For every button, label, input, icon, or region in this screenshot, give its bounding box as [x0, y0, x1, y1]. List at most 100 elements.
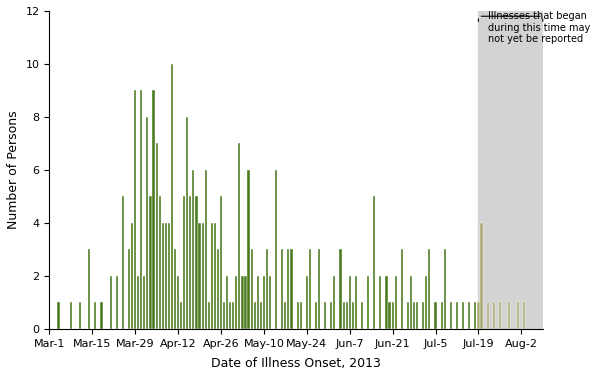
Bar — [128, 250, 130, 329]
Bar — [499, 302, 501, 329]
Bar — [523, 302, 526, 329]
Bar — [401, 250, 403, 329]
Bar — [214, 223, 216, 329]
Bar — [493, 302, 495, 329]
Bar — [116, 276, 118, 329]
Bar — [168, 223, 170, 329]
Bar — [410, 276, 412, 329]
Bar — [263, 276, 265, 329]
Bar — [152, 90, 155, 329]
Bar — [367, 276, 369, 329]
Bar — [177, 276, 179, 329]
Bar — [88, 250, 90, 329]
Bar — [478, 302, 479, 329]
Bar — [478, 11, 543, 329]
Bar — [407, 302, 409, 329]
Bar — [334, 276, 335, 329]
Bar — [434, 302, 437, 329]
Bar — [361, 302, 363, 329]
Bar — [220, 196, 222, 329]
Bar — [487, 302, 488, 329]
Bar — [165, 223, 167, 329]
Bar — [94, 302, 97, 329]
Bar — [100, 302, 103, 329]
Bar — [79, 302, 81, 329]
Bar — [318, 250, 320, 329]
Bar — [343, 302, 344, 329]
Bar — [330, 302, 332, 329]
Bar — [257, 276, 259, 329]
Bar — [146, 117, 148, 329]
Bar — [340, 250, 341, 329]
Bar — [284, 302, 286, 329]
Bar — [70, 302, 72, 329]
Bar — [355, 276, 357, 329]
Bar — [174, 250, 176, 329]
Bar — [349, 276, 351, 329]
Bar — [205, 170, 207, 329]
Bar — [392, 302, 394, 329]
Bar — [183, 196, 185, 329]
Bar — [238, 144, 241, 329]
Bar — [468, 302, 470, 329]
Bar — [395, 276, 397, 329]
Bar — [517, 302, 520, 329]
Bar — [155, 144, 158, 329]
Bar — [217, 250, 219, 329]
Bar — [413, 302, 415, 329]
Bar — [202, 223, 203, 329]
Bar — [385, 276, 388, 329]
Bar — [315, 302, 317, 329]
Bar — [296, 302, 299, 329]
X-axis label: Date of Illness Onset, 2013: Date of Illness Onset, 2013 — [211, 357, 381, 370]
Bar — [131, 223, 133, 329]
Bar — [346, 302, 348, 329]
Bar — [226, 276, 228, 329]
Bar — [235, 276, 238, 329]
Bar — [373, 196, 375, 329]
Bar — [290, 250, 293, 329]
Bar — [171, 64, 173, 329]
Bar — [196, 196, 197, 329]
Bar — [189, 196, 191, 329]
Bar — [440, 302, 443, 329]
Y-axis label: Number of Persons: Number of Persons — [7, 111, 20, 229]
Bar — [352, 302, 354, 329]
Bar — [110, 276, 112, 329]
Bar — [388, 302, 391, 329]
Bar — [428, 250, 430, 329]
Bar — [122, 196, 124, 329]
Bar — [269, 276, 271, 329]
Bar — [48, 276, 50, 329]
Bar — [251, 250, 253, 329]
Bar — [324, 302, 326, 329]
Bar — [508, 302, 510, 329]
Bar — [275, 170, 277, 329]
Bar — [186, 117, 188, 329]
Bar — [211, 223, 213, 329]
Bar — [134, 90, 136, 329]
Bar — [241, 276, 244, 329]
Bar — [180, 302, 182, 329]
Bar — [158, 196, 161, 329]
Bar — [266, 250, 268, 329]
Bar — [58, 302, 59, 329]
Bar — [462, 302, 464, 329]
Bar — [232, 302, 235, 329]
Bar — [247, 170, 250, 329]
Bar — [416, 302, 418, 329]
Bar — [208, 302, 210, 329]
Bar — [306, 276, 308, 329]
Bar — [137, 276, 139, 329]
Bar — [244, 276, 247, 329]
Bar — [223, 302, 225, 329]
Bar — [143, 276, 145, 329]
Bar — [425, 276, 427, 329]
Bar — [481, 223, 482, 329]
Bar — [379, 276, 382, 329]
Bar — [161, 223, 164, 329]
Bar — [287, 250, 289, 329]
Bar — [309, 250, 311, 329]
Bar — [140, 90, 142, 329]
Bar — [260, 302, 262, 329]
